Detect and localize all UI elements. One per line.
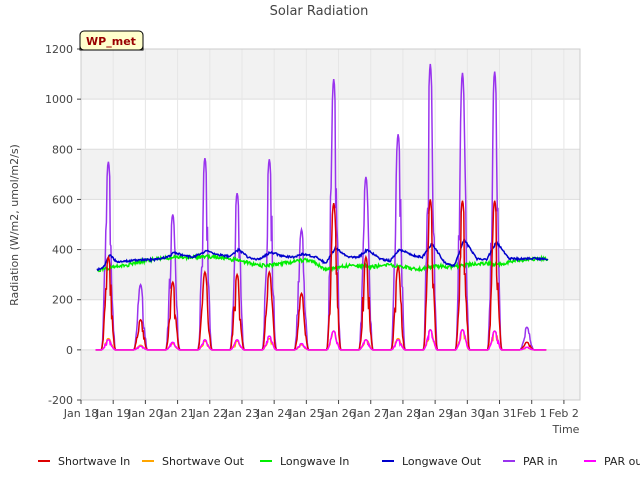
x-tick-label: Jan 25: [288, 407, 323, 420]
site-label-background: [79, 30, 144, 51]
legend-label: Shortwave In: [58, 455, 130, 468]
legend-label: Shortwave Out: [162, 455, 245, 468]
background-band: [81, 49, 580, 100]
x-tick-label: Jan 21: [159, 407, 194, 420]
x-tick-label: Jan 19: [95, 407, 130, 420]
y-tick-label: 800: [52, 143, 73, 156]
site-label-text: WP_met: [86, 35, 136, 48]
y-axis-label: Radiation (W/m2, umol/m2/s): [8, 144, 21, 306]
plot-border: [80, 48, 581, 401]
x-tick-label: Jan 24: [256, 407, 291, 420]
y-tick-label: -200: [48, 394, 73, 407]
x-tick-label: Jan 29: [417, 407, 452, 420]
legend: Shortwave In Shortwave Out Longwave In Long…: [38, 455, 640, 468]
x-tick-label: Feb 1: [517, 407, 547, 420]
legend-label: PAR out: [604, 455, 640, 468]
x-tick-label: Jan 26: [320, 407, 355, 420]
legend-label: Longwave In: [280, 455, 349, 468]
x-tick-label: Jan 27: [353, 407, 388, 420]
site-label-box: WP_met: [79, 30, 144, 51]
legend-label: PAR in: [523, 455, 558, 468]
x-tick-label: Jan 28: [385, 407, 420, 420]
x-tick-label: Jan 20: [127, 407, 162, 420]
series-layer: [95, 63, 549, 351]
series-line-longwave-out: [96, 236, 549, 271]
x-axis-label: Time: [552, 423, 580, 436]
legend-label: Longwave Out: [402, 455, 482, 468]
x-tick-label: Jan 18: [63, 407, 98, 420]
x-tick-label: Jan 23: [224, 407, 259, 420]
x-tick-label: Jan 31: [481, 407, 516, 420]
background-band: [81, 349, 580, 400]
y-tick-label: 400: [52, 244, 73, 257]
series-line-par-out: [95, 328, 547, 351]
y-tick-label: 0: [66, 344, 73, 357]
y-tick-label: 200: [52, 294, 73, 307]
x-tick-label: Jan 22: [192, 407, 227, 420]
series-line-longwave-in: [97, 252, 549, 273]
x-tick-label: Jan 30: [449, 407, 484, 420]
y-tick-label: 600: [52, 193, 73, 206]
x-tick-label: Feb 2: [549, 407, 579, 420]
chart-title: Solar Radiation: [270, 4, 369, 19]
y-tick-label: 1000: [45, 93, 73, 106]
y-tick-label: 1200: [45, 43, 73, 56]
